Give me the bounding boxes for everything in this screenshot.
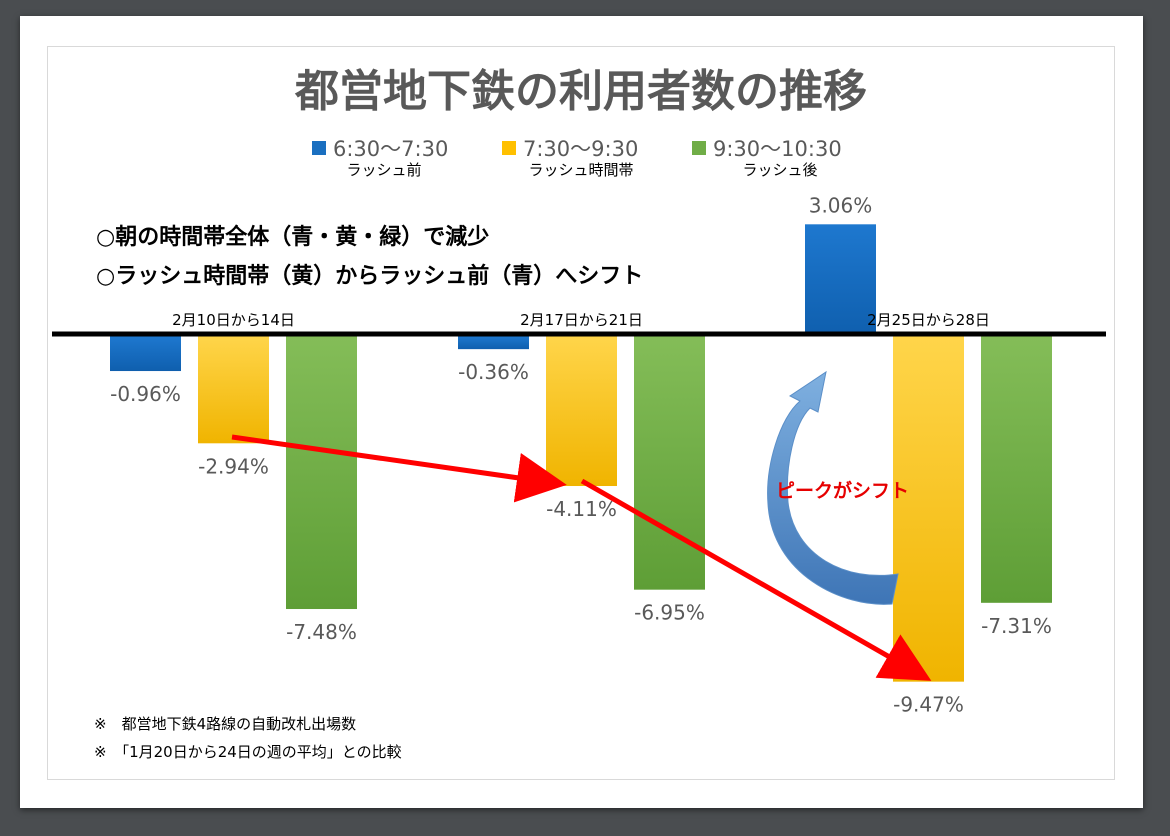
bar-pre-rush (458, 336, 529, 350)
bar-pre-rush (805, 224, 876, 336)
legend-label-pre-rush: 6:30〜7:30 (333, 137, 448, 161)
category-labels: 2月10日から14日 2月17日から21日 2月25日から28日 (172, 311, 990, 329)
bar-post-rush (981, 336, 1052, 603)
footnote-2: ※ 「1月20日から24日の週の平均」との比較 (94, 743, 402, 761)
data-label-pre-rush: -0.96% (110, 382, 181, 406)
legend-label-rush: 7:30〜9:30 (523, 137, 638, 161)
legend: 6:30〜7:30 ラッシュ前 7:30〜9:30 ラッシュ時間帯 9:30〜1… (312, 137, 842, 179)
legend-sublabel-rush: ラッシュ時間帯 (528, 161, 633, 179)
data-label-post-rush: -6.95% (634, 601, 705, 625)
data-label-rush: -9.47% (893, 693, 964, 717)
legend-swatch-post-rush (692, 141, 706, 155)
peak-shift-annotation: ピークがシフト (776, 479, 909, 502)
bar-post-rush (286, 336, 357, 610)
data-labels: -0.96% -0.36% 3.06% -2.94% -4.11% -9.47% -7.48… (110, 193, 1052, 716)
data-label-post-rush: -7.31% (981, 614, 1052, 638)
bars (110, 224, 1052, 682)
data-label-post-rush: -7.48% (286, 620, 357, 644)
data-label-pre-rush: 3.06% (809, 193, 873, 217)
slide: 都営地下鉄の利用者数の推移 6:30〜7:30 ラッシュ前 7:30〜9:30 … (20, 16, 1143, 808)
data-label-pre-rush: -0.36% (458, 360, 529, 384)
data-label-rush: -4.11% (546, 497, 617, 521)
bar-rush (198, 336, 269, 444)
legend-sublabel-post-rush: ラッシュ後 (742, 161, 817, 179)
chart-frame (47, 46, 1115, 780)
bar-post-rush (634, 336, 705, 590)
curved-arrow-icon (767, 370, 899, 605)
chart-title: 都営地下鉄の利用者数の推移 (294, 66, 867, 117)
bar-rush (893, 336, 964, 682)
trend-arrow-2 (580, 478, 932, 681)
category-label: 2月25日から28日 (867, 311, 990, 329)
note-line-1: ○朝の時間帯全体（青・黄・緑）で減少 (96, 224, 489, 250)
trend-arrow-1 (231, 434, 567, 503)
legend-swatch-rush (502, 141, 516, 155)
legend-swatch-pre-rush (312, 141, 326, 155)
legend-sublabel-pre-rush: ラッシュ前 (346, 161, 421, 179)
category-label: 2月10日から14日 (172, 311, 295, 329)
trend-arrows (231, 434, 932, 681)
data-label-rush: -2.94% (198, 454, 269, 478)
note-line-2: ○ラッシュ時間帯（黄）からラッシュ前（青）へシフト (96, 263, 643, 289)
category-label: 2月17日から21日 (520, 311, 643, 329)
bar-pre-rush (110, 336, 181, 372)
bar-rush (546, 336, 617, 487)
legend-label-post-rush: 9:30〜10:30 (713, 137, 842, 161)
footnote-1: ※ 都営地下鉄4路線の自動改札出場数 (94, 715, 356, 733)
chart: 都営地下鉄の利用者数の推移 6:30〜7:30 ラッシュ前 7:30〜9:30 … (52, 66, 1106, 761)
